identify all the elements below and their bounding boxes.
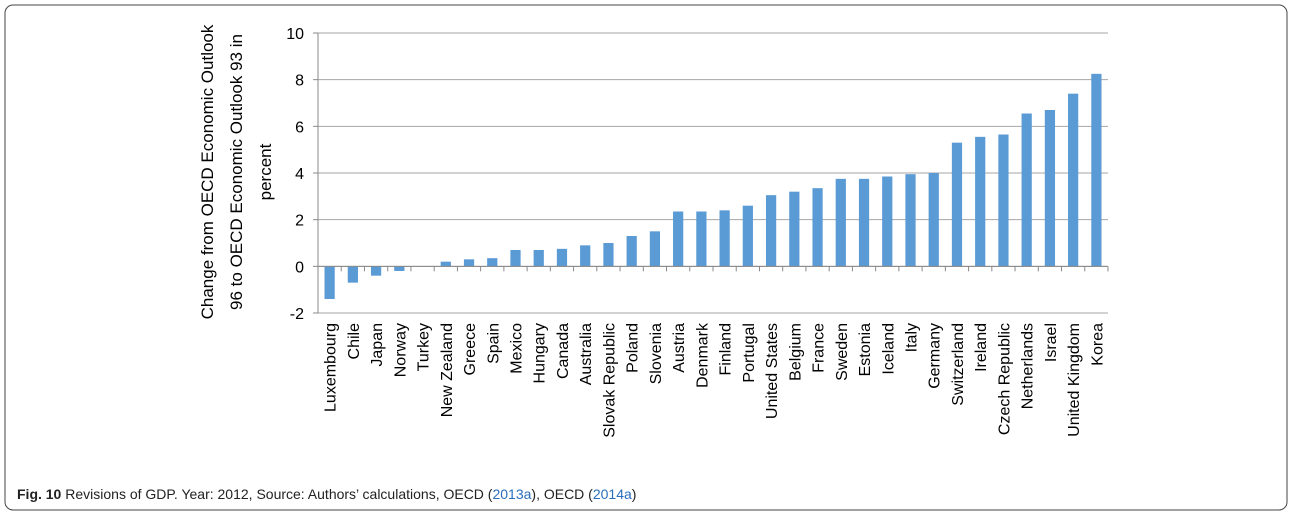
frame bbox=[4, 4, 1288, 511]
bar bbox=[463, 259, 475, 267]
x-tick-label: Switzerland bbox=[950, 323, 967, 406]
bar bbox=[696, 211, 707, 267]
bar bbox=[882, 176, 893, 267]
x-tick-label: Denmark bbox=[694, 322, 711, 388]
bar bbox=[626, 236, 637, 267]
bar bbox=[603, 243, 614, 267]
x-tick-label: Poland bbox=[625, 323, 642, 373]
x-tick-label: Germany bbox=[927, 323, 944, 389]
x-tick-label: Chile bbox=[346, 323, 363, 360]
bar bbox=[1068, 93, 1079, 267]
x-tick-label: Korea bbox=[1089, 323, 1106, 366]
x-tick-label: Canada bbox=[555, 323, 572, 379]
bar bbox=[324, 266, 335, 299]
x-tick-label: Japan bbox=[369, 323, 386, 367]
x-tick-label: Norway bbox=[392, 323, 409, 377]
bar bbox=[580, 245, 591, 267]
x-tick-label: Iceland bbox=[880, 323, 897, 375]
x-tick-label: United Kingdom bbox=[1066, 323, 1083, 437]
bar bbox=[510, 250, 521, 267]
x-tick-label: Slovenia bbox=[648, 323, 665, 384]
bar bbox=[1044, 110, 1056, 267]
bar bbox=[370, 266, 382, 276]
bar bbox=[789, 191, 800, 267]
x-tick-label: Finland bbox=[718, 323, 735, 375]
x-tick-label: Australia bbox=[578, 323, 595, 385]
caption-text: ), OECD ( bbox=[531, 486, 593, 502]
bar bbox=[347, 266, 358, 283]
bar bbox=[998, 134, 1009, 267]
x-tick-label: Czech Republic bbox=[996, 323, 1013, 435]
bar bbox=[1091, 73, 1102, 267]
x-tick-label: Estonia bbox=[857, 323, 874, 376]
y-tick-label: 6 bbox=[295, 119, 304, 136]
x-tick-label: Ireland bbox=[973, 323, 990, 372]
bar bbox=[649, 231, 661, 267]
bar bbox=[765, 195, 777, 267]
bar bbox=[394, 266, 405, 271]
bar bbox=[975, 136, 986, 267]
citation-link[interactable]: 2014a bbox=[592, 486, 632, 502]
bar bbox=[487, 258, 498, 267]
x-tick-label: Slovak Republic bbox=[601, 323, 618, 438]
bar bbox=[440, 261, 451, 267]
y-tick-label: 8 bbox=[295, 73, 304, 90]
bar bbox=[742, 205, 753, 267]
caption-text: ) bbox=[631, 486, 637, 502]
bar bbox=[835, 178, 846, 267]
y-axis-label: 96 to OECD Economic Outlook 93 in bbox=[227, 34, 246, 310]
y-tick-label: 10 bbox=[286, 26, 304, 43]
x-tick-label: Hungary bbox=[532, 323, 549, 383]
x-tick-label: Israel bbox=[1043, 323, 1060, 362]
y-tick-label: 2 bbox=[295, 213, 304, 230]
bar bbox=[673, 211, 684, 267]
bar bbox=[951, 142, 963, 267]
y-tick-label: 4 bbox=[295, 166, 304, 183]
x-tick-label: Netherlands bbox=[1020, 323, 1037, 409]
y-tick-label: -2 bbox=[290, 306, 304, 323]
bar bbox=[719, 210, 730, 267]
y-axis-label: percent bbox=[256, 143, 275, 200]
citation-link[interactable]: 2013a bbox=[492, 486, 532, 502]
caption: Fig. 10 Revisions of GDP. Year: 2012, So… bbox=[17, 486, 636, 502]
bar bbox=[1021, 113, 1032, 267]
x-tick-label: Spain bbox=[485, 323, 502, 364]
x-tick-label: France bbox=[811, 323, 828, 373]
bar bbox=[812, 188, 823, 267]
y-tick-label: 0 bbox=[295, 259, 304, 276]
bar bbox=[556, 248, 568, 267]
x-tick-label: Austria bbox=[671, 323, 688, 373]
x-tick-label: Portugal bbox=[741, 323, 758, 383]
x-tick-label: Italy bbox=[904, 323, 921, 352]
bar bbox=[533, 250, 544, 267]
x-tick-label: Turkey bbox=[416, 323, 433, 371]
bar bbox=[858, 178, 870, 267]
x-tick-label: Luxembourg bbox=[323, 323, 340, 412]
x-tick-label: Sweden bbox=[834, 323, 851, 381]
x-tick-label: United States bbox=[764, 323, 781, 419]
x-tick-label: Mexico bbox=[509, 323, 526, 374]
bar bbox=[928, 173, 939, 267]
y-axis-label: Change from OECD Economic Outlook bbox=[198, 24, 217, 319]
x-tick-label: New Zealand bbox=[439, 323, 456, 417]
x-tick-label: Belgium bbox=[787, 323, 804, 381]
caption-text: Revisions of GDP. Year: 2012, Source: Au… bbox=[65, 486, 493, 502]
x-tick-label: Greece bbox=[462, 323, 479, 376]
bar bbox=[905, 174, 916, 267]
caption-label: Fig. 10 bbox=[17, 486, 62, 502]
